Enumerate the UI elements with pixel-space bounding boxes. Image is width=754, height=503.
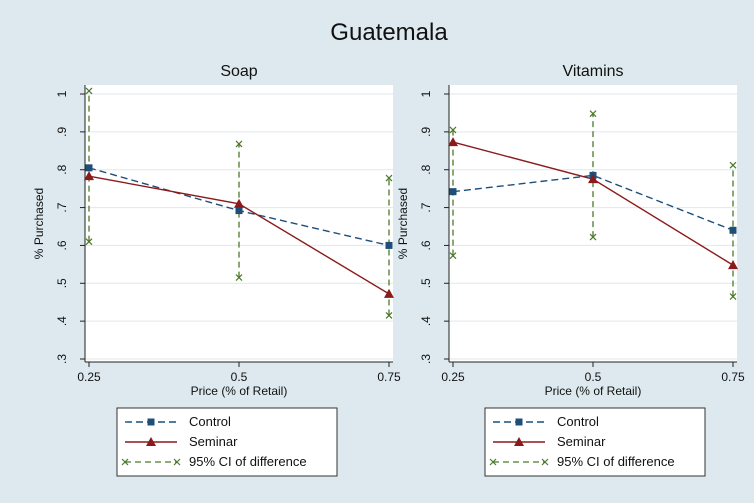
control-point <box>449 188 457 196</box>
legend-marker-ci <box>173 458 181 466</box>
y-tick-label: .3 <box>419 354 433 364</box>
seminar-point <box>588 174 598 184</box>
x-tick-label: 0.25 <box>441 370 465 384</box>
panel-vitamins: Vitamins .3 .4 .5 .6 .7 .8 .9 1 0.25 0.5 0.75 Price … <box>396 63 745 477</box>
ci-cap-marker <box>85 87 93 95</box>
legend-marker-ci <box>489 458 497 466</box>
y-tick-label: .6 <box>55 240 69 250</box>
legend-label: Control <box>189 414 231 429</box>
legend-label: Seminar <box>189 434 238 449</box>
control-point <box>729 226 737 234</box>
ci-cap-marker <box>385 312 393 319</box>
y-tick-label: .8 <box>55 164 69 174</box>
ci-cap-marker <box>385 174 393 182</box>
panel-title: Soap <box>220 63 257 80</box>
legend-label: Seminar <box>557 434 606 449</box>
y-tick-label: .7 <box>419 202 433 212</box>
y-tick-label: .9 <box>55 127 69 137</box>
seminar-point <box>84 171 94 181</box>
ci-cap-marker <box>235 140 243 148</box>
legend-marker-ci <box>541 458 549 466</box>
y-tick-label: .6 <box>419 240 433 250</box>
legend-label: Control <box>557 414 599 429</box>
legend-label: 95% CI of difference <box>557 454 675 469</box>
ci-cap-marker <box>729 161 737 169</box>
ci-cap-marker <box>589 110 597 118</box>
ci-cap-marker <box>729 293 737 300</box>
seminar-point <box>384 288 394 298</box>
y-tick-label: .9 <box>419 127 433 137</box>
panel-soap: Soap .3 .4 .5 .6 .7 .8 .9 1 0.25 0.5 0.75 Price (% o… <box>32 63 401 477</box>
x-axis-label: Price (% of Retail) <box>191 384 288 398</box>
figure-title: Guatemala <box>330 19 448 46</box>
control-point <box>235 207 243 215</box>
y-tick-label: .8 <box>419 164 433 174</box>
ci-cap-marker <box>85 238 93 246</box>
x-tick-label: 0.75 <box>721 370 745 384</box>
legend-label: 95% CI of difference <box>189 454 307 469</box>
y-tick-label: .5 <box>55 278 69 288</box>
y-tick-label: 1 <box>55 90 69 97</box>
seminar-point <box>728 260 738 270</box>
legend-marker-control <box>515 418 523 426</box>
seminar-point <box>448 137 458 147</box>
y-tick-label: .4 <box>55 316 69 326</box>
series-line-control <box>452 174 734 231</box>
legend-marker-seminar <box>514 437 524 446</box>
legend-marker-control <box>147 418 155 426</box>
ci-cap-marker <box>449 126 457 134</box>
y-tick-label: .4 <box>419 316 433 326</box>
y-axis-label: % Purchased <box>396 188 410 259</box>
control-point <box>385 241 393 249</box>
y-axis-label: % Purchased <box>32 188 46 259</box>
y-tick-label: .5 <box>419 278 433 288</box>
control-point <box>85 164 93 172</box>
panel-title: Vitamins <box>562 63 623 80</box>
ci-cap-marker <box>235 274 243 282</box>
ci-cap-marker <box>589 233 597 241</box>
seminar-point <box>234 198 244 208</box>
x-tick-label: 0.5 <box>585 370 602 384</box>
legend-marker-seminar <box>146 437 156 446</box>
legend-marker-ci <box>121 458 129 466</box>
y-tick-label: .3 <box>55 354 69 364</box>
x-tick-label: 0.25 <box>77 370 101 384</box>
x-tick-label: 0.75 <box>377 370 401 384</box>
ci-cap-marker <box>449 252 457 260</box>
y-tick-label: .7 <box>55 202 69 212</box>
x-axis-label: Price (% of Retail) <box>545 384 642 398</box>
x-tick-label: 0.5 <box>231 370 248 384</box>
y-tick-label: 1 <box>419 90 433 97</box>
